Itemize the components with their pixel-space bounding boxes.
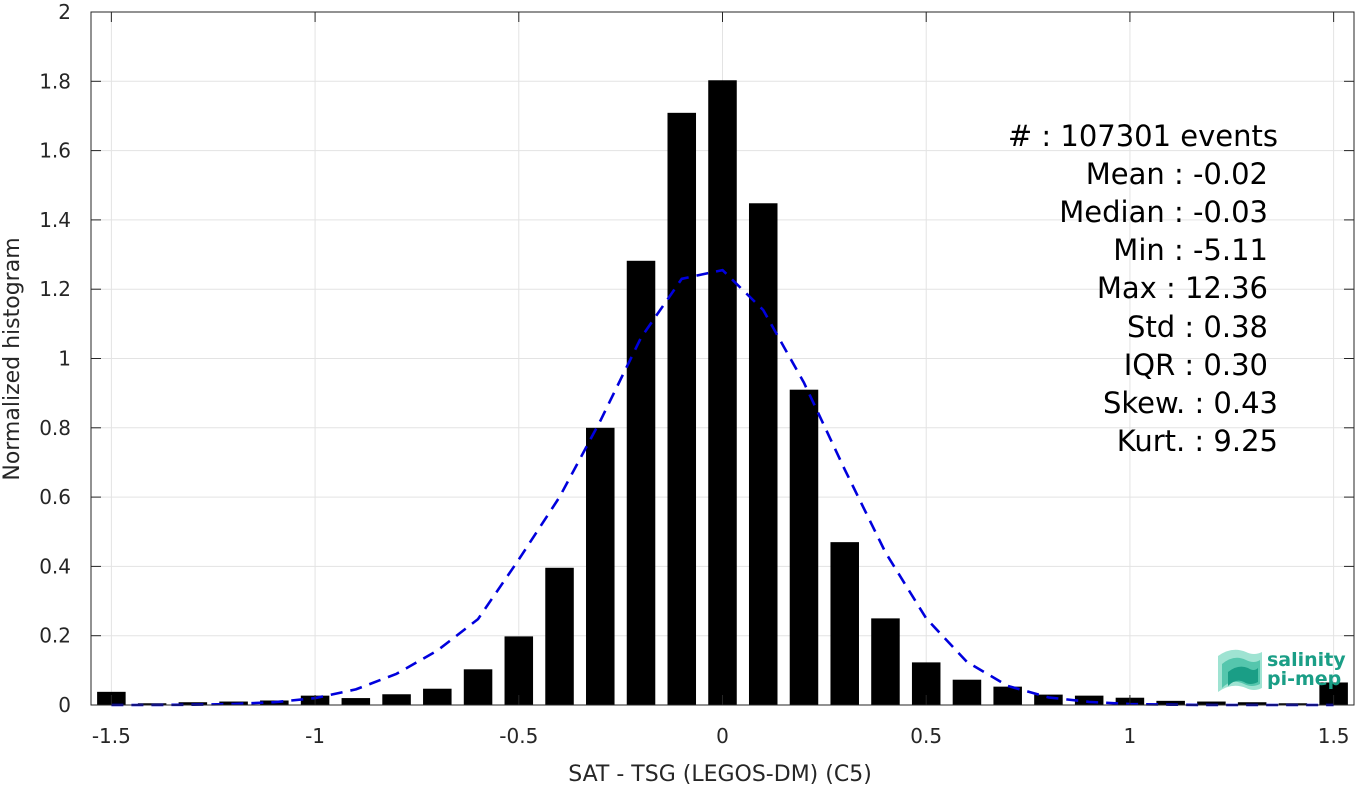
y-tick-label: 0.8 — [39, 416, 71, 440]
y-tick-label: 1.6 — [39, 139, 71, 163]
stat-line: IQR : 0.30 — [1124, 348, 1268, 382]
histogram-bar — [667, 112, 697, 706]
y-tick-label: 1.2 — [39, 277, 71, 301]
stat-line: # : 107301 events — [1008, 119, 1278, 153]
histogram-bar — [1197, 701, 1226, 705]
histogram-bar — [545, 567, 574, 705]
histogram-bar — [341, 698, 371, 705]
histogram-bar — [748, 203, 778, 705]
logo-text-salinity: salinity — [1267, 649, 1346, 671]
histogram-bar — [952, 679, 982, 705]
y-tick-label: 0.6 — [39, 485, 71, 509]
histogram-bar — [1074, 695, 1104, 705]
stat-line: Mean : -0.02 — [1086, 157, 1268, 191]
statistics-box: # : 107301 events Mean : -0.02 Median : -0… — [1008, 119, 1278, 458]
x-tick-label: -1 — [305, 724, 325, 748]
histogram-bar — [586, 427, 615, 705]
logo-text-pi-mep: pi-mep — [1267, 668, 1341, 690]
y-tick-label: 0.4 — [39, 554, 71, 578]
x-tick-label: 0.5 — [910, 724, 942, 748]
stat-line: Skew. : 0.43 — [1103, 386, 1278, 420]
stat-line: Max : 12.36 — [1097, 271, 1268, 305]
histogram-bar — [382, 694, 411, 705]
y-tick-label: 1.4 — [39, 208, 71, 232]
axes — [90, 11, 1355, 706]
histogram-bar — [1237, 702, 1267, 705]
histogram-bar — [1319, 682, 1348, 705]
stat-line: Median : -0.03 — [1059, 195, 1268, 229]
salinity-pi-mep-logo: salinity pi-mep — [1218, 649, 1346, 692]
stat-line: Kurt. : 9.25 — [1117, 424, 1278, 458]
x-tick-label: 1 — [1124, 724, 1137, 748]
tick-labels: -1.5 -1 -0.5 0 0.5 1 1.5 0 0.2 0.4 0.6 0.8 1 1.2 1.4 1.… — [39, 0, 1349, 748]
x-tick-label: 1.5 — [1318, 724, 1350, 748]
histogram-bar — [708, 80, 737, 705]
y-tick-label: 1.8 — [39, 69, 71, 93]
histogram-bar — [504, 636, 534, 705]
x-tick-label: 0 — [716, 724, 729, 748]
histogram-bar — [1034, 694, 1063, 705]
x-tick-label: -0.5 — [499, 724, 538, 748]
y-tick-label: 2 — [58, 0, 71, 24]
histogram-bar — [871, 618, 900, 705]
x-axis-title: SAT - TSG (LEGOS-DM) (C5) — [568, 762, 872, 785]
bars — [97, 80, 1348, 706]
stat-line: Std : 0.38 — [1127, 310, 1268, 344]
y-tick-label: 1 — [58, 347, 71, 371]
x-tick-label: -1.5 — [92, 724, 131, 748]
y-tick-label: 0.2 — [39, 624, 71, 648]
histogram-bar — [830, 542, 859, 705]
histogram-bar — [1156, 700, 1185, 705]
y-axis-title: Normalized histogram — [0, 237, 25, 480]
stat-line: Min : -5.11 — [1113, 233, 1268, 267]
y-tick-label: 0 — [58, 693, 71, 717]
histogram-bar — [423, 688, 452, 705]
logo-waves-icon — [1218, 649, 1262, 692]
histogram-bar — [626, 260, 656, 705]
histogram-bar — [993, 686, 1022, 705]
histogram-bar — [789, 389, 819, 705]
histogram-bar — [463, 669, 493, 705]
